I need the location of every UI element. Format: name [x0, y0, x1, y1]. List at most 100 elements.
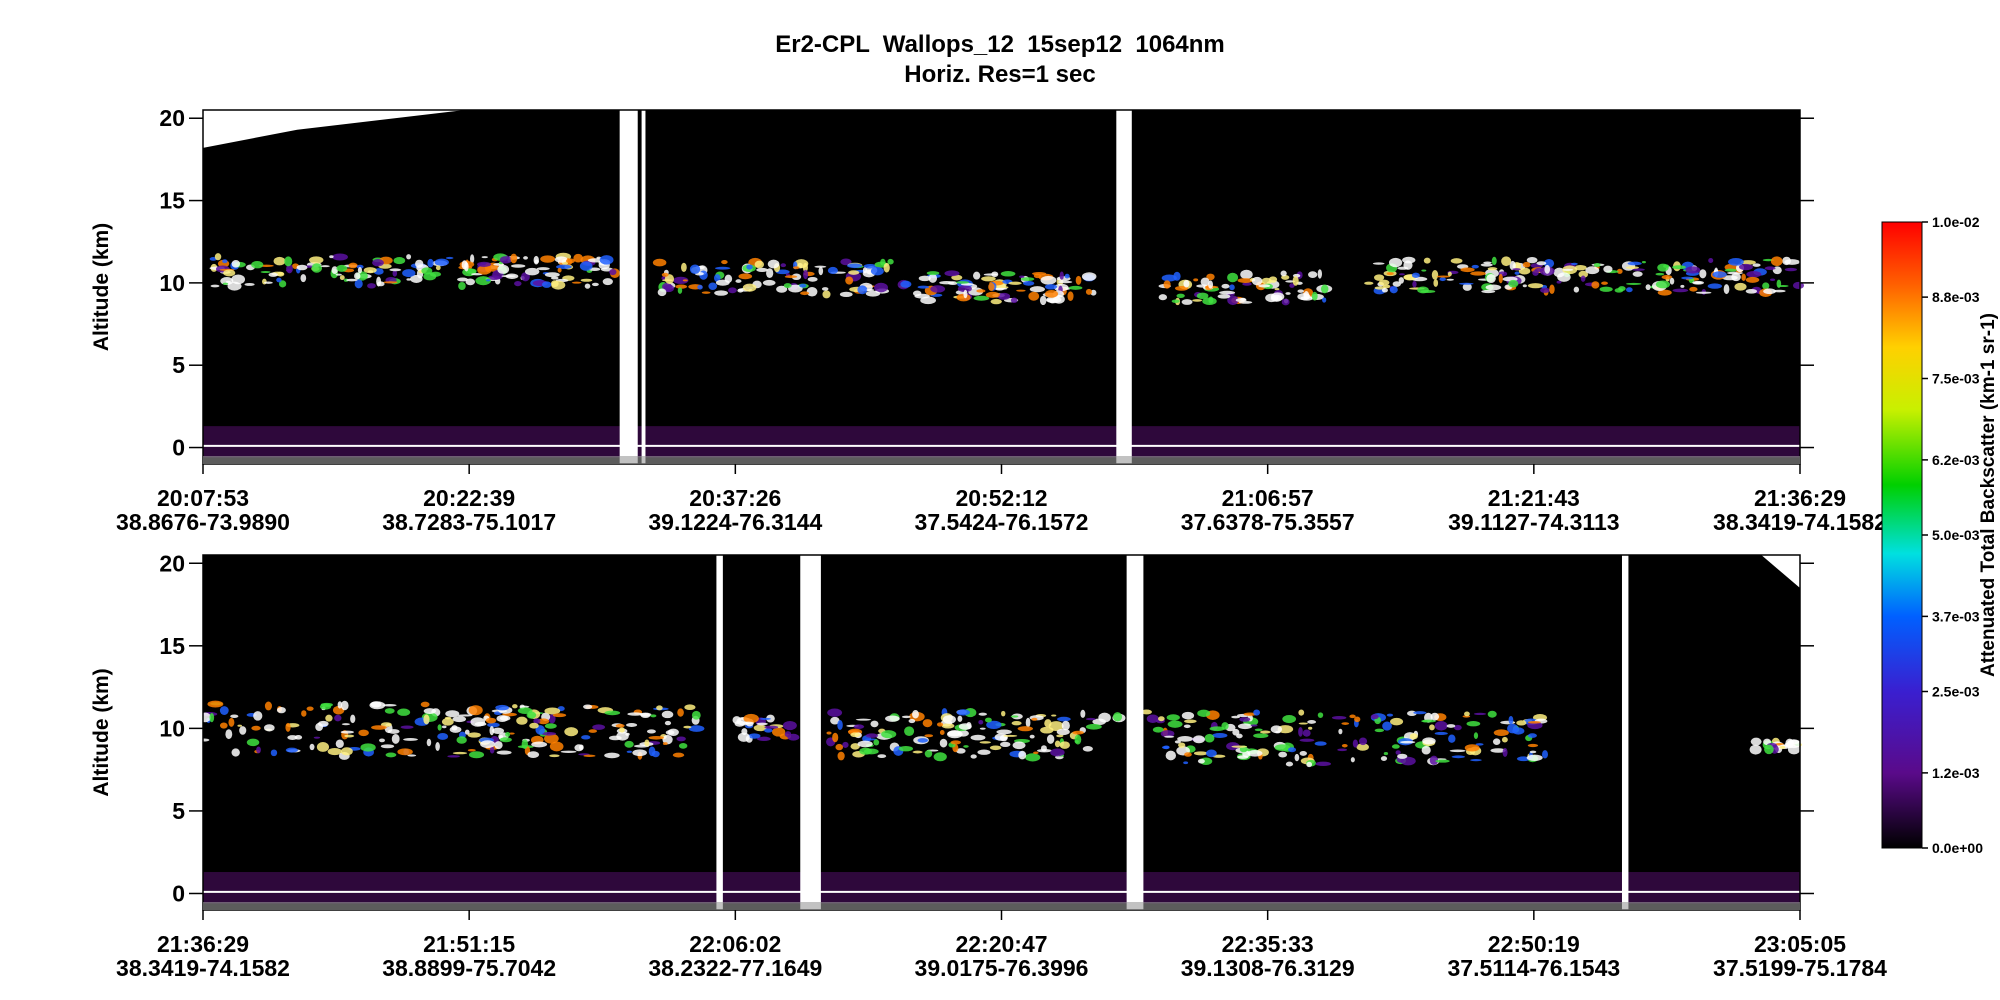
cloud-patch — [990, 298, 1002, 305]
cloud-patch — [1507, 723, 1519, 734]
cloud-patch — [327, 747, 342, 756]
cloud-patch — [1464, 744, 1480, 752]
cloud-patch — [1017, 726, 1033, 732]
cloud-patch — [407, 754, 417, 757]
cloud-patch — [228, 717, 235, 727]
cloud-patch — [950, 740, 962, 745]
cloud-patch — [754, 260, 765, 269]
x-tick-time: 20:22:39 — [423, 485, 515, 511]
cloud-patch — [325, 714, 333, 722]
cloud-patch — [1398, 277, 1404, 284]
cloud-patch — [1627, 261, 1642, 266]
cloud-patch — [1532, 270, 1539, 276]
cloud-patch — [1448, 734, 1456, 743]
cloud-patch — [691, 710, 701, 720]
cloud-patch — [863, 263, 877, 269]
cloud-patch — [385, 752, 397, 758]
cloud-patch — [1146, 714, 1159, 724]
cloud-patch — [697, 284, 703, 290]
cloud-patch — [644, 739, 650, 747]
cloud-patch — [1082, 746, 1093, 752]
cloud-patch — [870, 266, 884, 276]
cloud-patch — [300, 274, 307, 283]
cloud-patch — [580, 278, 593, 282]
cloud-patch — [1618, 286, 1626, 292]
cloud-patch — [936, 722, 944, 727]
cloud-patch — [1046, 734, 1055, 744]
colorbar-tick-label: 1.0e-02 — [1932, 214, 1980, 230]
y-tick-label: 15 — [159, 188, 185, 214]
x-tick-location: 37.5114-76.1543 — [1447, 955, 1620, 981]
colorbar-tick-label: 2.5e-03 — [1932, 684, 1980, 700]
cloud-patch — [337, 701, 343, 709]
cloud-patch — [344, 734, 355, 738]
cloud-patch — [609, 735, 622, 741]
cloud-patch — [684, 704, 696, 711]
cloud-patch — [354, 272, 361, 280]
cloud-patch — [1487, 710, 1497, 718]
x-tick-location: 37.5424-76.1572 — [915, 509, 1089, 535]
cloud-patch — [1193, 751, 1208, 756]
x-tick-location: 38.3419-74.1582 — [116, 955, 290, 981]
cloud-patch — [862, 267, 867, 274]
cloud-patch — [331, 266, 338, 275]
cloud-patch — [491, 727, 505, 734]
cloud-patch — [664, 274, 675, 284]
cloud-patch — [1247, 749, 1263, 757]
cloud-patch — [1390, 717, 1404, 726]
cloud-patch — [609, 268, 617, 276]
cloud-patch — [1298, 709, 1305, 716]
cloud-patch — [1217, 294, 1231, 299]
cloud-patch — [1370, 714, 1379, 720]
cloud-patch — [970, 734, 986, 741]
cloud-patch — [1029, 734, 1035, 739]
cloud-patch — [508, 732, 515, 735]
cloud-patch — [1446, 724, 1456, 728]
cloud-patch — [602, 278, 613, 286]
cloud-patch — [512, 704, 518, 709]
cloud-patch — [898, 745, 914, 752]
cloud-patch — [958, 723, 972, 730]
cloud-patch — [475, 276, 492, 286]
cloud-patch — [1699, 269, 1707, 279]
cloud-patch — [1292, 275, 1299, 286]
x-tick-location: 38.2322-77.1649 — [648, 955, 822, 981]
cloud-patch — [1181, 711, 1195, 720]
cloud-patch — [807, 276, 818, 282]
cloud-patch — [802, 262, 808, 272]
cloud-patch — [1689, 286, 1698, 292]
cloud-patch — [356, 264, 364, 269]
cloud-patch — [1409, 733, 1418, 740]
cloud-patch — [1278, 751, 1288, 758]
cloud-patch — [1193, 278, 1199, 282]
cloud-patch — [489, 746, 495, 754]
cloud-patch — [1473, 712, 1487, 716]
cloud-patch — [557, 267, 562, 273]
cloud-patch — [592, 724, 606, 730]
cloud-patch — [1544, 264, 1551, 274]
cloud-patch — [1514, 271, 1520, 275]
cloud-patch — [1464, 711, 1470, 717]
cloud-patch — [800, 291, 810, 296]
cloud-patch — [1752, 263, 1761, 267]
cloud-patch — [1251, 276, 1263, 286]
cloud-patch — [309, 256, 324, 264]
cloud-patch — [382, 703, 397, 707]
cloud-patch — [339, 275, 345, 281]
cloud-patch — [1585, 266, 1600, 275]
cloud-patch — [550, 276, 559, 280]
colorbar-tick-label: 1.2e-03 — [1932, 765, 1980, 781]
cloud-patch — [329, 255, 334, 259]
cloud-patch — [1741, 273, 1746, 281]
cloud-patch — [581, 735, 591, 740]
x-tick-time: 21:06:57 — [1222, 485, 1314, 511]
cloud-patch — [746, 264, 753, 270]
cloud-patch — [477, 261, 491, 267]
cloud-patch — [1663, 264, 1670, 268]
cloud-patch — [1764, 744, 1774, 755]
cloud-patch — [939, 281, 955, 285]
cloud-patch — [263, 724, 275, 732]
cloud-patch — [957, 285, 972, 293]
cloud-patch — [604, 710, 621, 716]
cloud-patch — [1167, 720, 1183, 728]
